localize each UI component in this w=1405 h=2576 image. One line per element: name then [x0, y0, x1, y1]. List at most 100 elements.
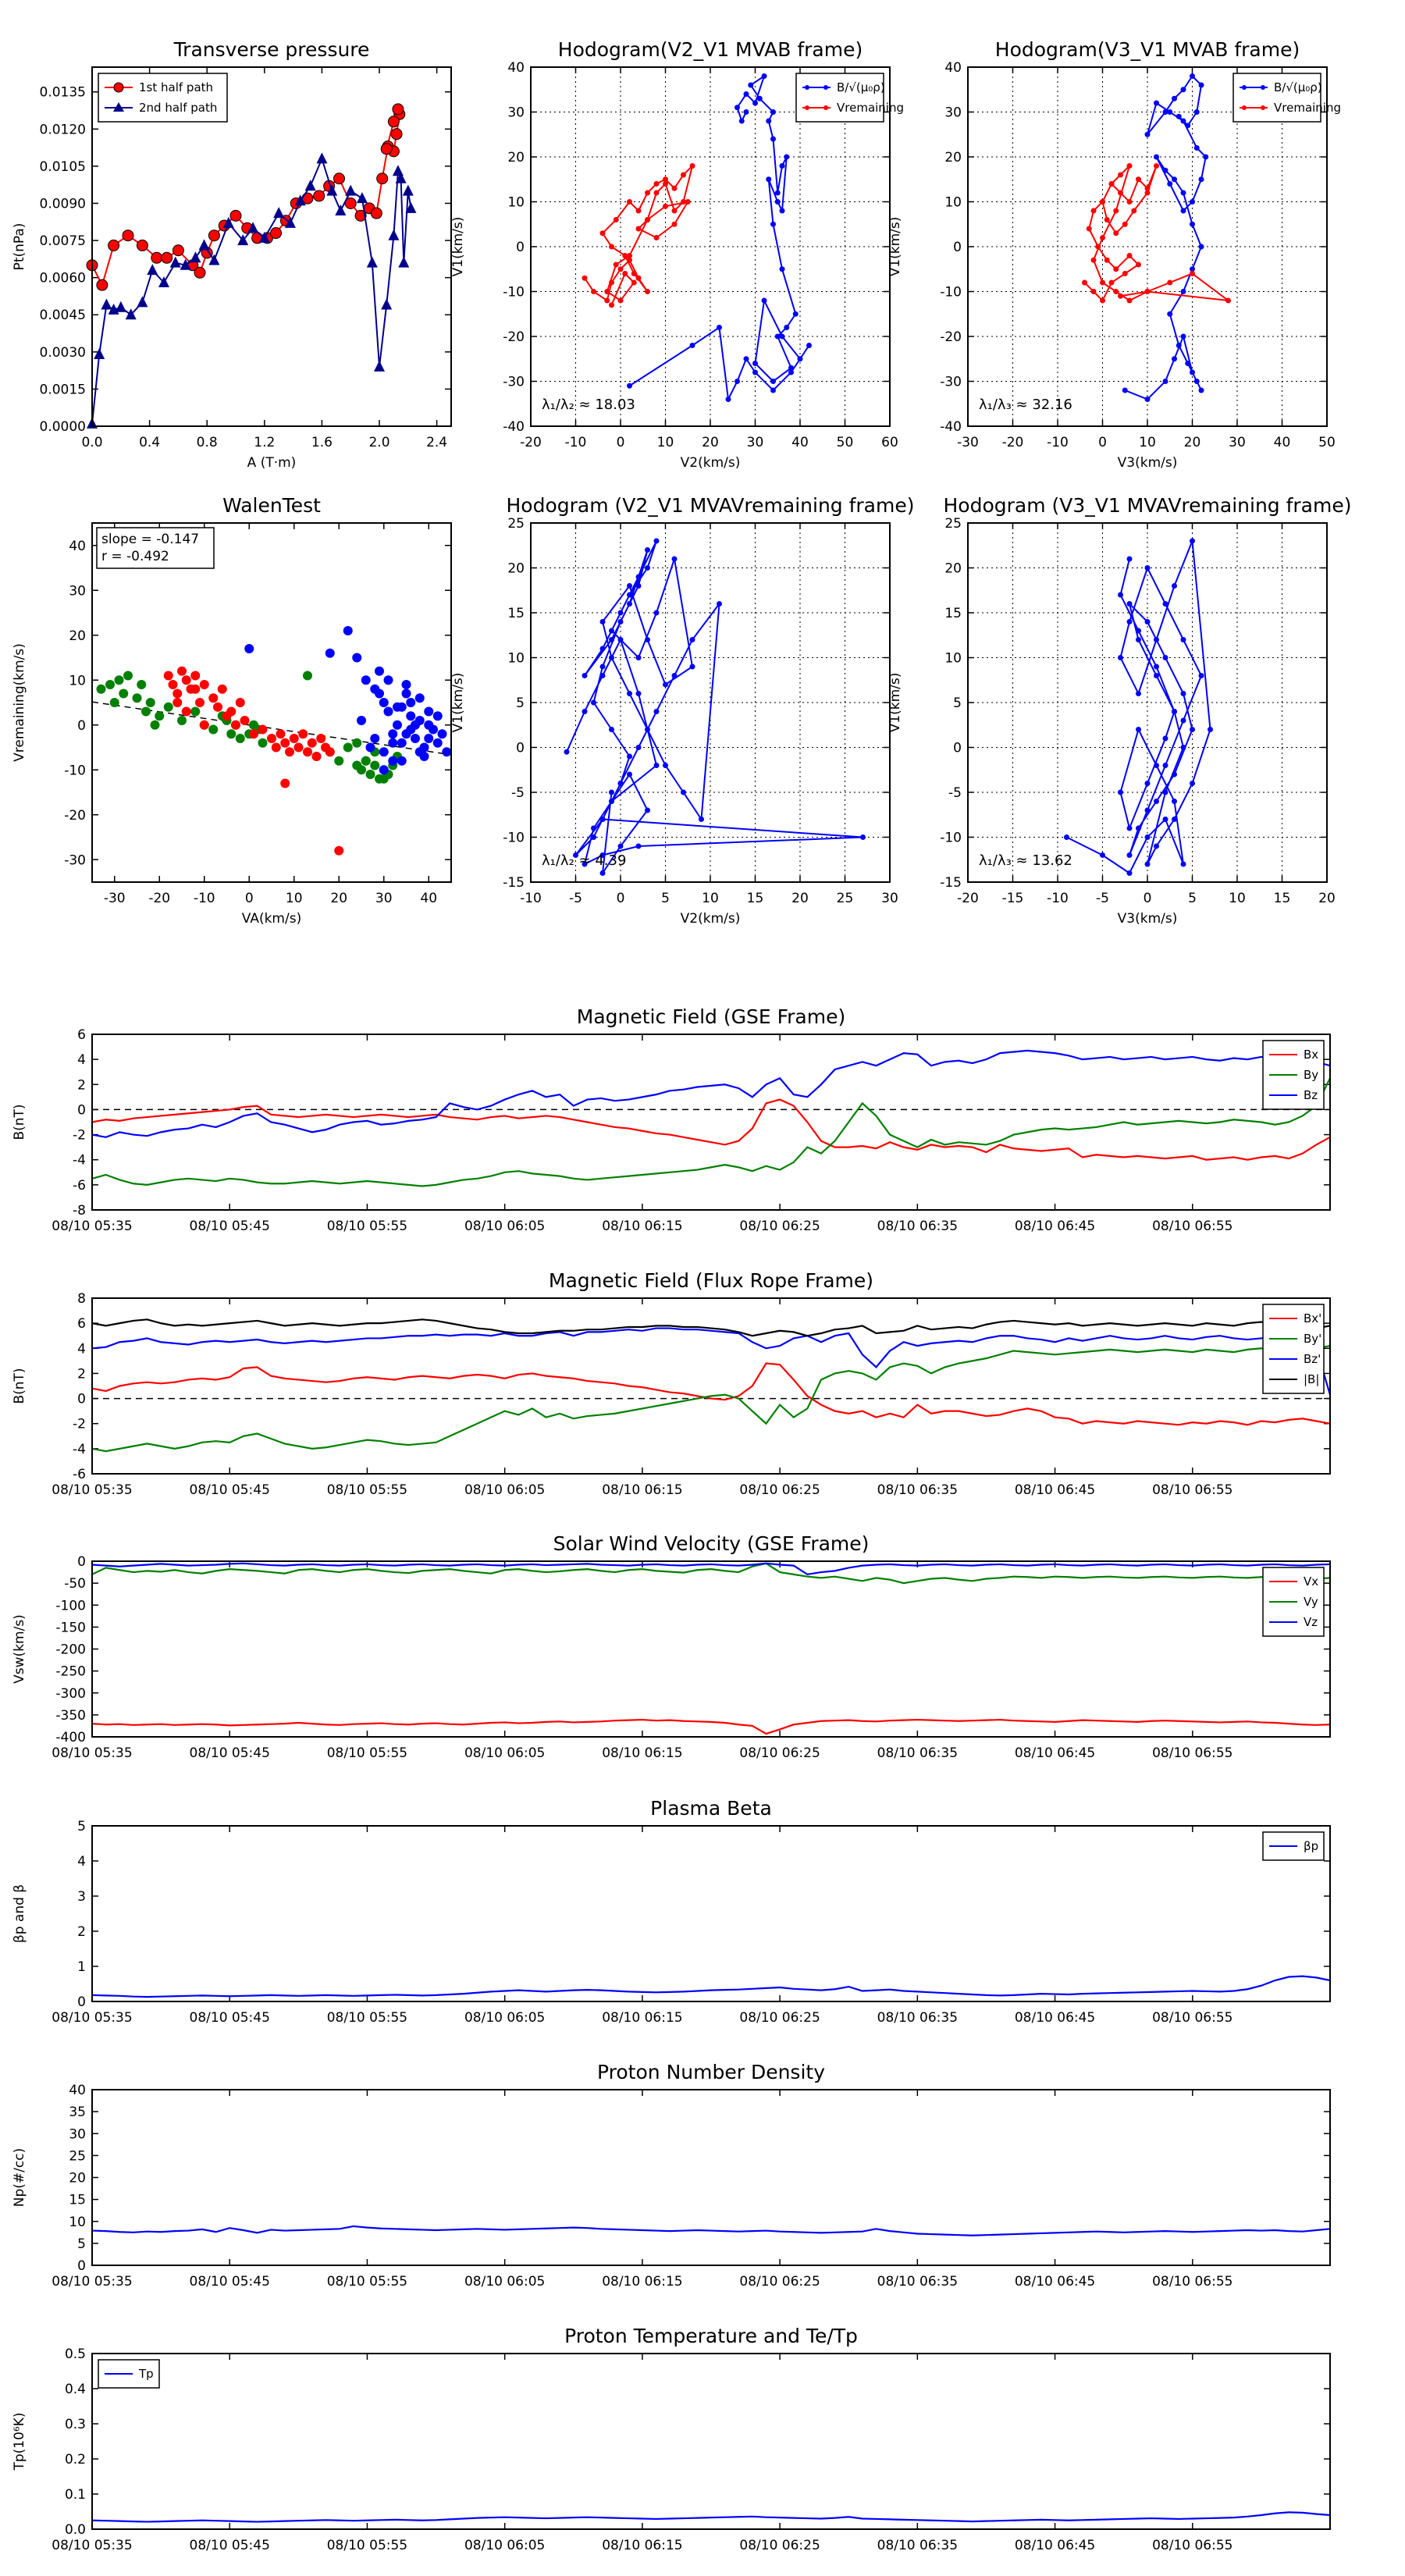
series-2	[244, 626, 452, 775]
data-point	[725, 397, 731, 402]
y-tick-label: 20	[507, 561, 525, 577]
panel-bgse: Magnetic Field (GSE Frame) B(nT) -8 -6 -4 -2 0…	[12, 1005, 1331, 1234]
panel-transverse: Transverse pressure Pt(nPa) A (T·m) 0.0 0.4 0…	[12, 38, 452, 471]
legend-label: Bz'	[1304, 1352, 1321, 1366]
y-tick-label: -5	[511, 785, 525, 801]
data-point	[743, 109, 749, 115]
x-tick-label: -10	[565, 435, 587, 450]
plot-frame	[91, 1825, 1331, 2002]
data-point	[388, 756, 398, 766]
data-point	[645, 727, 650, 732]
data-point	[717, 601, 722, 607]
data-point	[627, 199, 632, 205]
data-point	[432, 738, 443, 748]
data-point	[635, 655, 642, 660]
time-tick-label: 08/10 06:05	[464, 2010, 545, 2026]
data-point	[1104, 217, 1110, 222]
data-point	[1190, 199, 1195, 205]
chart-title: WalenTest	[222, 494, 321, 517]
data-point	[136, 239, 148, 251]
data-point	[622, 253, 628, 258]
data-point	[779, 266, 785, 272]
data-point	[379, 765, 389, 775]
data-point	[137, 296, 148, 308]
data-point	[1126, 825, 1133, 831]
data-point	[1126, 556, 1133, 562]
data-point	[1172, 709, 1177, 714]
chart-title: Hodogram(V2_V1 MVAB frame)	[558, 38, 863, 61]
time-tick-label: 08/10 05:35	[52, 2274, 132, 2290]
data-point	[689, 664, 695, 670]
data-point	[645, 289, 650, 294]
data-point	[1144, 190, 1151, 196]
data-point	[663, 176, 668, 183]
stats-box	[96, 527, 215, 569]
data-point	[190, 684, 201, 694]
y-tick-label: 30	[507, 105, 525, 121]
data-point	[1193, 109, 1200, 115]
data-point	[653, 763, 660, 768]
data-point	[316, 152, 328, 164]
x-tick-label: 40	[791, 435, 809, 450]
data-point	[376, 173, 389, 185]
data-point	[1136, 691, 1141, 696]
data-point	[582, 275, 588, 281]
data-point	[748, 82, 754, 88]
data-point	[145, 698, 155, 707]
data-point	[1193, 379, 1200, 384]
time-tick-label: 08/10 06:25	[739, 2010, 820, 2026]
data-point	[303, 671, 312, 681]
time-tick-label: 08/10 05:55	[327, 2538, 407, 2553]
legend-label: Bz	[1304, 1088, 1318, 1102]
y-tick-label: 0.0135	[40, 85, 86, 101]
legend-label: Vremaining	[837, 101, 904, 115]
x-tick-label: 1.2	[254, 435, 275, 450]
time-tick-label: 08/10 06:05	[464, 1745, 545, 1761]
data-point	[356, 192, 368, 204]
data-point	[115, 301, 126, 312]
data-point	[357, 716, 366, 725]
x-tick-label: -10	[194, 891, 215, 906]
time-tick-label: 08/10 06:55	[1152, 1482, 1232, 1498]
chart-title: Proton Number Density	[597, 2061, 825, 2083]
data-point	[860, 834, 866, 840]
data-point	[653, 538, 660, 544]
y-tick-label: 30	[69, 583, 86, 599]
data-point	[249, 729, 258, 739]
data-point	[564, 749, 570, 755]
data-point	[1198, 673, 1204, 678]
data-point	[388, 738, 398, 748]
y-tick-label: -350	[55, 1708, 86, 1724]
data-point	[155, 711, 165, 721]
y-axis-label: B(nT)	[12, 1368, 27, 1404]
y-tick-label: 5	[77, 1819, 86, 1834]
y-axis-label: Pt(nPa)	[12, 223, 27, 271]
y-axis-label: Np(#/cc)	[12, 2148, 27, 2207]
data-point	[1108, 181, 1115, 187]
x-tick-label: 40	[420, 891, 437, 906]
data-point	[1100, 852, 1105, 858]
data-point	[1162, 735, 1168, 742]
time-tick-label: 08/10 06:15	[602, 2274, 682, 2290]
time-tick-label: 08/10 06:45	[1015, 1482, 1095, 1498]
x-axis-label: V3(km/s)	[1118, 455, 1178, 471]
data-point	[1154, 843, 1159, 849]
data-point	[617, 297, 624, 304]
x-tick-label: 30	[1229, 435, 1246, 450]
series-line	[566, 540, 863, 874]
data-point	[123, 671, 133, 681]
data-point	[1136, 262, 1141, 268]
legend-label: Bx'	[1304, 1311, 1321, 1325]
time-tick-label: 08/10 05:55	[327, 2274, 407, 2290]
x-tick-label: 0	[617, 891, 625, 906]
data-point	[244, 644, 254, 653]
data-point	[374, 360, 385, 372]
data-point	[390, 128, 403, 141]
data-point	[617, 781, 624, 786]
x-tick-label: 10	[1229, 891, 1246, 906]
y-tick-label: 0	[77, 718, 86, 734]
x-tick-label: 10	[286, 891, 303, 906]
y-tick-label: 40	[69, 539, 86, 554]
data-point	[1144, 185, 1151, 191]
data-point	[770, 136, 776, 142]
